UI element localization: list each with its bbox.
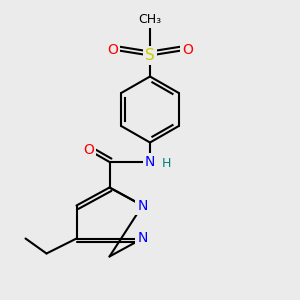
Text: N: N (137, 232, 148, 245)
Text: S: S (145, 48, 155, 63)
Text: O: O (83, 143, 94, 157)
Text: H: H (162, 157, 171, 170)
Text: CH₃: CH₃ (138, 13, 162, 26)
Text: N: N (145, 155, 155, 169)
Text: O: O (107, 43, 118, 56)
Text: N: N (137, 199, 148, 212)
Text: O: O (182, 43, 193, 56)
